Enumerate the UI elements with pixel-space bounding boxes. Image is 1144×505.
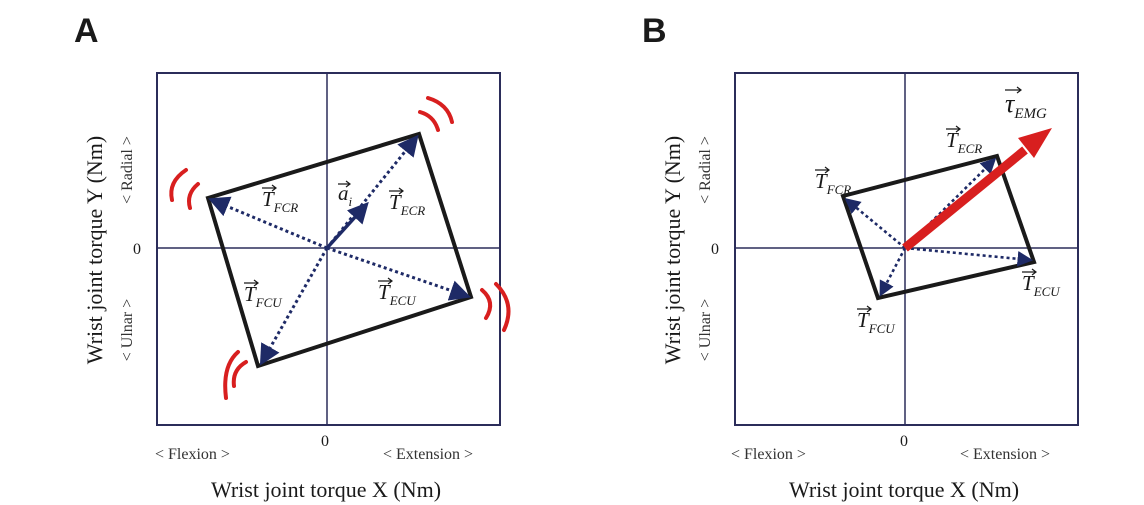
panel-a: A 0 0 < Flexion > < Extension > Wrist jo… <box>74 12 511 502</box>
panel-a-vector-a <box>325 201 369 250</box>
panel-b-vector-emg <box>902 146 1028 252</box>
panel-b-y-axis-title: Wrist joint torque Y (Nm) <box>660 136 685 364</box>
panel-a-label-fcr: TFCR <box>262 187 298 215</box>
panel-b-x-neg-label: < Flexion > <box>731 446 806 463</box>
panel-b-label-ecu: TECU <box>1022 271 1061 299</box>
vibration-arc-icon <box>418 110 440 132</box>
panel-b-y-pos-label: < Radial > <box>697 136 714 204</box>
panel-b-vector-fcr <box>844 198 906 250</box>
panel-a-vector-fcu <box>259 247 329 366</box>
panel-a-label-a: ai <box>338 181 353 209</box>
panel-b-label-fcr: TFCR <box>815 169 851 197</box>
panel-b-x-zero: 0 <box>900 433 908 450</box>
vibration-arc-icon <box>231 360 248 388</box>
panel-b-x-pos-label: < Extension > <box>960 446 1050 463</box>
vibration-arc-icon <box>480 288 493 320</box>
vibration-arc-icon <box>223 350 240 400</box>
vibration-arc-icon <box>187 182 200 210</box>
panel-a-vector-fcr <box>208 196 328 250</box>
panel-a-y-pos-label: < Radial > <box>119 136 136 204</box>
panel-a-vibration-arcs <box>169 96 511 400</box>
panel-b-label: B <box>642 12 667 50</box>
panel-b-y-zero: 0 <box>711 241 719 258</box>
vibration-arc-icon <box>494 282 511 332</box>
panel-a-plot-frame <box>156 72 501 426</box>
panel-b: B 0 0 < Flexion > < Extension > Wrist jo… <box>642 12 1079 502</box>
panel-a-torque-rectangle <box>205 131 474 369</box>
panel-a-label-ecu: TECU <box>378 280 417 308</box>
panel-b-vector-emg-head <box>1018 128 1052 158</box>
panel-a-vector-ecu <box>326 246 471 301</box>
panel-b-plot-frame <box>734 72 1079 426</box>
panel-b-vector-fcu <box>879 247 907 297</box>
panel-a-label-ecr: TECR <box>389 190 425 218</box>
panel-a-y-axis-title: Wrist joint torque Y (Nm) <box>82 136 107 364</box>
panel-a-x-axis-title: Wrist joint torque X (Nm) <box>211 477 441 502</box>
panel-b-label-emg: τEMG <box>1005 89 1047 122</box>
panel-a-y-zero: 0 <box>133 241 141 258</box>
panel-a-label-fcu: TFCU <box>244 282 283 310</box>
panel-a-label-overarrows <box>244 180 404 287</box>
panel-b-y-neg-label: < Ulnar > <box>697 299 714 361</box>
panel-b-torque-rectangle <box>840 153 1037 301</box>
panel-b-label-overarrows <box>815 86 1037 313</box>
vibration-arc-icon <box>426 96 454 124</box>
panel-b-vector-ecu <box>904 246 1034 267</box>
panel-a-x-pos-label: < Extension > <box>383 446 473 463</box>
vibration-arc-icon <box>169 168 188 202</box>
panel-a-x-neg-label: < Flexion > <box>155 446 230 463</box>
panel-a-x-zero: 0 <box>321 433 329 450</box>
panel-a-label: A <box>74 12 99 50</box>
panel-a-y-neg-label: < Ulnar > <box>119 299 136 361</box>
panel-b-x-axis-title: Wrist joint torque X (Nm) <box>789 477 1019 502</box>
panel-b-label-fcu: TFCU <box>857 308 896 336</box>
panel-b-label-ecr: TECR <box>946 128 982 156</box>
